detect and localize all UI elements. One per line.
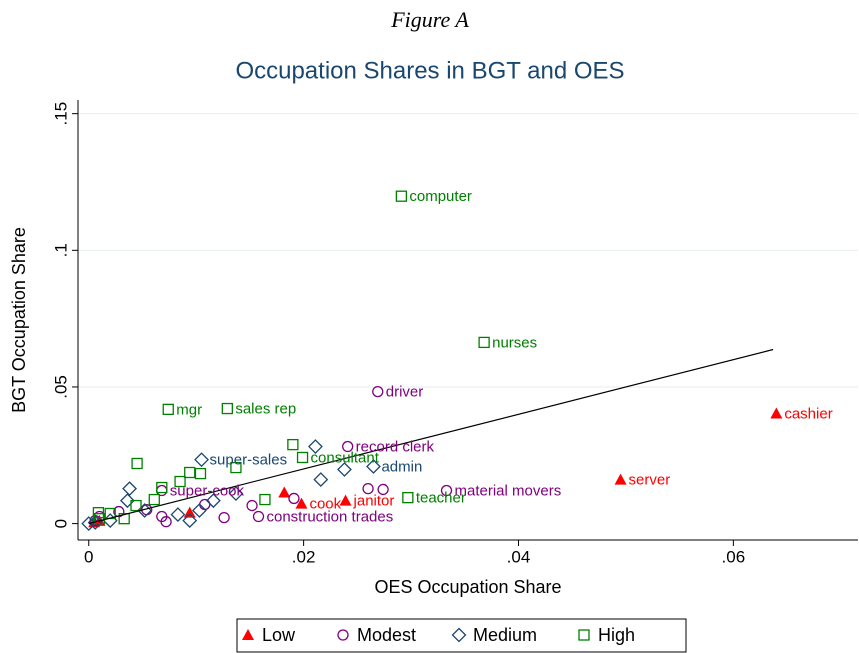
point [372, 385, 384, 398]
point-label: cook [309, 496, 341, 513]
point [288, 492, 300, 505]
y-axis-title: BGT Occupation Share [9, 227, 29, 413]
point [148, 493, 160, 506]
point-label: nurses [492, 334, 537, 351]
x-tick-label: .02 [292, 547, 316, 566]
point [296, 451, 309, 464]
point-label: record clerk [356, 439, 435, 456]
point [278, 486, 291, 498]
point [191, 503, 207, 518]
point [174, 475, 186, 488]
point [313, 472, 329, 488]
point-label: computer [409, 188, 472, 205]
point [252, 510, 265, 523]
point [93, 513, 106, 525]
legend-label: Medium [473, 625, 537, 645]
point [478, 336, 490, 349]
point [205, 493, 221, 509]
point-label: material movers [455, 483, 562, 500]
point [194, 452, 209, 468]
legend-marker [337, 629, 349, 641]
y-tick-label: .15 [51, 102, 70, 126]
point [118, 513, 130, 525]
point [402, 491, 414, 504]
point [130, 499, 142, 512]
point [259, 493, 271, 506]
y-tick-label: 0 [51, 519, 70, 528]
point [162, 403, 174, 416]
point [218, 511, 230, 524]
point [295, 497, 308, 509]
point-label: janitor [353, 493, 395, 510]
point [339, 494, 352, 506]
point-label: super-cook [170, 483, 245, 500]
point [92, 507, 105, 519]
point [170, 507, 186, 523]
point-label: admin [381, 458, 422, 475]
legend-label: High [598, 625, 635, 645]
point [160, 516, 172, 528]
chart-title: Occupation Shares in BGT and OES [235, 57, 624, 84]
figure-label: Figure A [390, 7, 469, 32]
x-tick-label: .06 [722, 547, 746, 566]
point-label: cashier [784, 405, 832, 422]
point-label: server [629, 472, 671, 489]
point-label: driver [386, 384, 424, 401]
y-tick-label: .1 [51, 243, 70, 257]
y-tick-label: .05 [51, 375, 70, 399]
point [230, 461, 242, 474]
point-label: teacher [416, 490, 466, 507]
point-label: mgr [176, 401, 202, 418]
point [770, 407, 783, 419]
point-label: super-sales [210, 452, 288, 469]
point [184, 466, 196, 479]
point [246, 499, 258, 512]
point [308, 439, 323, 454]
point [440, 484, 453, 497]
point [366, 459, 381, 474]
point [342, 440, 354, 453]
x-tick-label: .04 [507, 547, 531, 566]
legend-label: Modest [357, 625, 416, 645]
legend-box [236, 618, 687, 653]
x-tick-label: 0 [84, 547, 93, 566]
point [228, 486, 244, 501]
legend-marker [451, 627, 467, 643]
point [156, 481, 168, 494]
point [194, 467, 207, 480]
point-label: consultant [311, 449, 380, 466]
legend-marker [242, 629, 254, 640]
point [614, 473, 627, 485]
point [182, 513, 198, 529]
point [199, 498, 211, 511]
fit-line [88, 348, 774, 525]
point [221, 402, 233, 415]
point [120, 493, 135, 509]
point [183, 506, 196, 518]
point [81, 516, 97, 532]
point [337, 462, 352, 477]
x-axis-title: OES Occupation Share [374, 577, 561, 597]
point-label: sales rep [235, 401, 296, 418]
point [395, 190, 408, 202]
point [131, 457, 143, 470]
point [362, 482, 374, 495]
point [287, 438, 299, 451]
legend-marker [578, 629, 590, 641]
point [122, 481, 137, 497]
point-label: construction trades [266, 508, 393, 525]
point [377, 483, 389, 496]
legend-label: Low [262, 625, 296, 645]
